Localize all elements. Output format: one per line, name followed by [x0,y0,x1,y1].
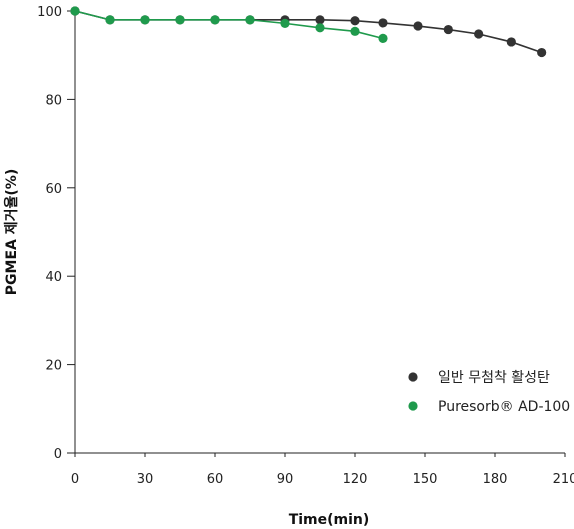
x-tick-label: 30 [137,472,154,487]
y-tick-label: 60 [45,182,62,197]
series-layer [70,6,547,58]
data-point [245,15,255,25]
legend-marker [408,372,418,382]
x-tick-label: 120 [343,472,368,487]
data-point [140,15,150,25]
series-1 [70,6,547,58]
legend-label: 일반 무첨착 활성탄 [438,370,550,386]
data-point [378,33,388,44]
legend: 일반 무첨착 활성탄 Puresorb® AD-100 [408,370,570,415]
x-tick-label: 90 [277,472,294,487]
data-point [280,18,290,28]
data-point [315,23,325,33]
y-tick-label: 100 [37,5,62,20]
x-tick-label: 60 [207,472,224,487]
legend-label: Puresorb® AD-100 [438,399,570,415]
y-tick-label: 0 [54,447,62,462]
x-ticks: 0 30 60 90 120 150 180 210 [71,453,574,487]
x-tick-label: 0 [71,472,79,487]
data-point [413,21,423,31]
x-tick-label: 210 [553,472,574,487]
y-ticks: 0 20 40 60 80 100 [37,5,75,462]
y-tick-label: 40 [45,270,62,285]
y-axis-label: PGMEA 제거율(%) [3,169,20,295]
y-tick-label: 80 [45,93,62,108]
data-point [443,24,453,35]
data-point [378,18,388,28]
data-point [350,26,360,36]
series-line [74,10,384,40]
data-point [350,16,360,26]
data-point [537,47,547,58]
data-point [506,37,516,47]
legend-marker [408,401,418,411]
data-point [315,15,325,25]
series-2 [70,6,388,44]
x-tick-label: 180 [483,472,508,487]
data-point [105,15,115,25]
data-point [175,15,185,25]
axes [74,11,565,454]
x-tick-label: 150 [413,472,438,487]
x-axis-label: Time(min) [289,512,370,528]
data-point [70,6,80,16]
y-tick-label: 20 [45,359,62,374]
data-point [210,15,220,25]
data-point [474,29,484,39]
